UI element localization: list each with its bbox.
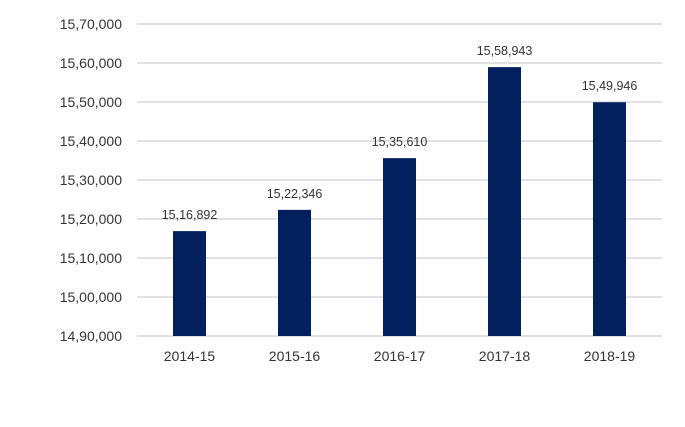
y-tick-label: 15,30,000 bbox=[60, 172, 122, 188]
y-tick-label: 15,50,000 bbox=[60, 94, 122, 110]
x-axis-ticks: 2014-15 2015-16 2016-17 2017-18 2018-19 bbox=[164, 348, 636, 364]
x-tick-label: 2015-16 bbox=[269, 348, 321, 364]
bar-2018-19 bbox=[593, 102, 626, 336]
y-tick-label: 15,60,000 bbox=[60, 55, 122, 71]
y-tick-label: 14,90,000 bbox=[60, 328, 122, 344]
bar-2016-17 bbox=[383, 158, 416, 336]
data-label: 15,58,943 bbox=[477, 44, 533, 58]
data-labels: 15,16,892 15,22,346 15,35,610 15,58,943 15,4… bbox=[162, 44, 638, 222]
bar-2017-18 bbox=[488, 67, 521, 336]
data-label: 15,49,946 bbox=[582, 79, 638, 93]
y-tick-label: 15,20,000 bbox=[60, 211, 122, 227]
x-tick-label: 2014-15 bbox=[164, 348, 216, 364]
bars bbox=[173, 67, 626, 336]
y-axis-ticks: 14,90,000 15,00,000 15,10,000 15,20,000 15,3… bbox=[60, 16, 122, 344]
data-label: 15,35,610 bbox=[372, 135, 428, 149]
bar-2015-16 bbox=[278, 209, 311, 336]
y-tick-label: 15,70,000 bbox=[60, 16, 122, 32]
y-tick-label: 15,10,000 bbox=[60, 250, 122, 266]
data-label: 15,22,346 bbox=[267, 187, 323, 201]
x-tick-label: 2017-18 bbox=[479, 348, 531, 364]
x-tick-label: 2018-19 bbox=[584, 348, 636, 364]
y-tick-label: 15,40,000 bbox=[60, 133, 122, 149]
y-tick-label: 15,00,000 bbox=[60, 289, 122, 305]
bar-2014-15 bbox=[173, 231, 206, 336]
x-tick-label: 2016-17 bbox=[374, 348, 426, 364]
data-label: 15,16,892 bbox=[162, 208, 218, 222]
